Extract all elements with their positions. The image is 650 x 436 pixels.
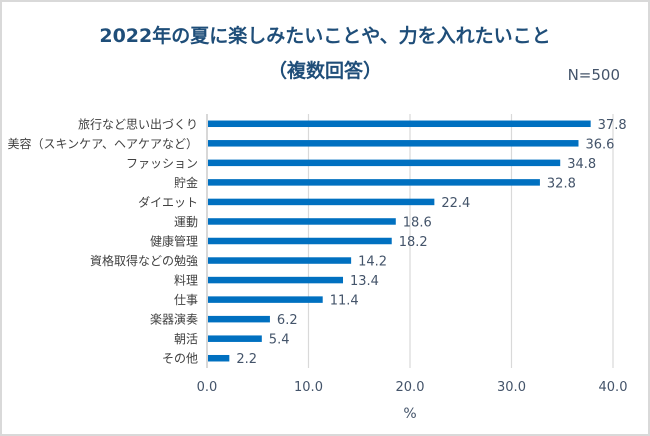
category-label: 仕事 — [174, 293, 198, 307]
bar — [208, 354, 230, 362]
value-label: 5.4 — [269, 333, 290, 348]
value-label: 37.8 — [598, 118, 627, 133]
bar — [208, 120, 591, 128]
bar — [208, 140, 579, 147]
chart-title: 2022年の夏に楽しみたいことや、力を入れたいこと — [99, 24, 550, 47]
category-label: ダイエット — [138, 194, 198, 209]
category-label: その他 — [162, 352, 198, 366]
x-tick-label: 0.0 — [197, 380, 218, 395]
value-label: 32.8 — [547, 176, 576, 191]
bar — [208, 335, 262, 342]
value-label: 18.2 — [399, 235, 428, 250]
x-tick-label: 10.0 — [294, 380, 323, 395]
category-label: 資格取得などの勉強 — [90, 253, 198, 268]
category-label: ファッション — [126, 156, 198, 170]
value-label: 34.8 — [567, 157, 596, 172]
bar — [208, 218, 396, 225]
gridlines — [206, 114, 614, 368]
bar — [208, 198, 435, 206]
bar — [208, 315, 270, 323]
sample-size-annotation: N=500 — [568, 66, 620, 84]
x-tick-labels: 0.0 10.0 20.0 30.0 40.0 — [197, 380, 628, 395]
bars — [208, 120, 591, 362]
chart-subtitle: （複数回答） — [268, 59, 382, 82]
category-label: 朝活 — [174, 332, 198, 346]
value-labels: 37.8 36.6 34.8 32.8 22.4 18.6 18.2 14.2 13.4 11.4… — [236, 118, 626, 367]
x-tick-label: 40.0 — [599, 380, 628, 395]
category-label: 美容（スキンケア、ヘアケアなど） — [8, 136, 198, 151]
value-label: 6.2 — [277, 313, 298, 328]
x-tick-label: 20.0 — [396, 380, 425, 395]
value-label: 18.6 — [403, 215, 432, 230]
bar — [208, 276, 344, 284]
value-label: 36.6 — [585, 137, 614, 152]
bar — [208, 179, 540, 186]
bar — [208, 257, 352, 264]
x-axis-title: % — [403, 406, 416, 422]
bar — [208, 296, 323, 303]
bar — [208, 237, 392, 245]
value-label: 14.2 — [358, 255, 387, 270]
category-label: 料理 — [174, 274, 198, 288]
value-label: 13.4 — [350, 274, 379, 289]
category-label: 健康管理 — [150, 234, 198, 249]
value-label: 11.4 — [330, 294, 359, 309]
category-label: 旅行など思い出づくり — [78, 117, 198, 131]
x-tick-label: 30.0 — [497, 380, 526, 395]
category-label: 貯金 — [174, 175, 198, 190]
category-label: 楽器演奏 — [150, 312, 198, 327]
value-label: 2.2 — [236, 352, 257, 367]
bar — [208, 159, 561, 167]
category-label: 運動 — [174, 215, 198, 229]
value-label: 22.4 — [441, 196, 470, 211]
